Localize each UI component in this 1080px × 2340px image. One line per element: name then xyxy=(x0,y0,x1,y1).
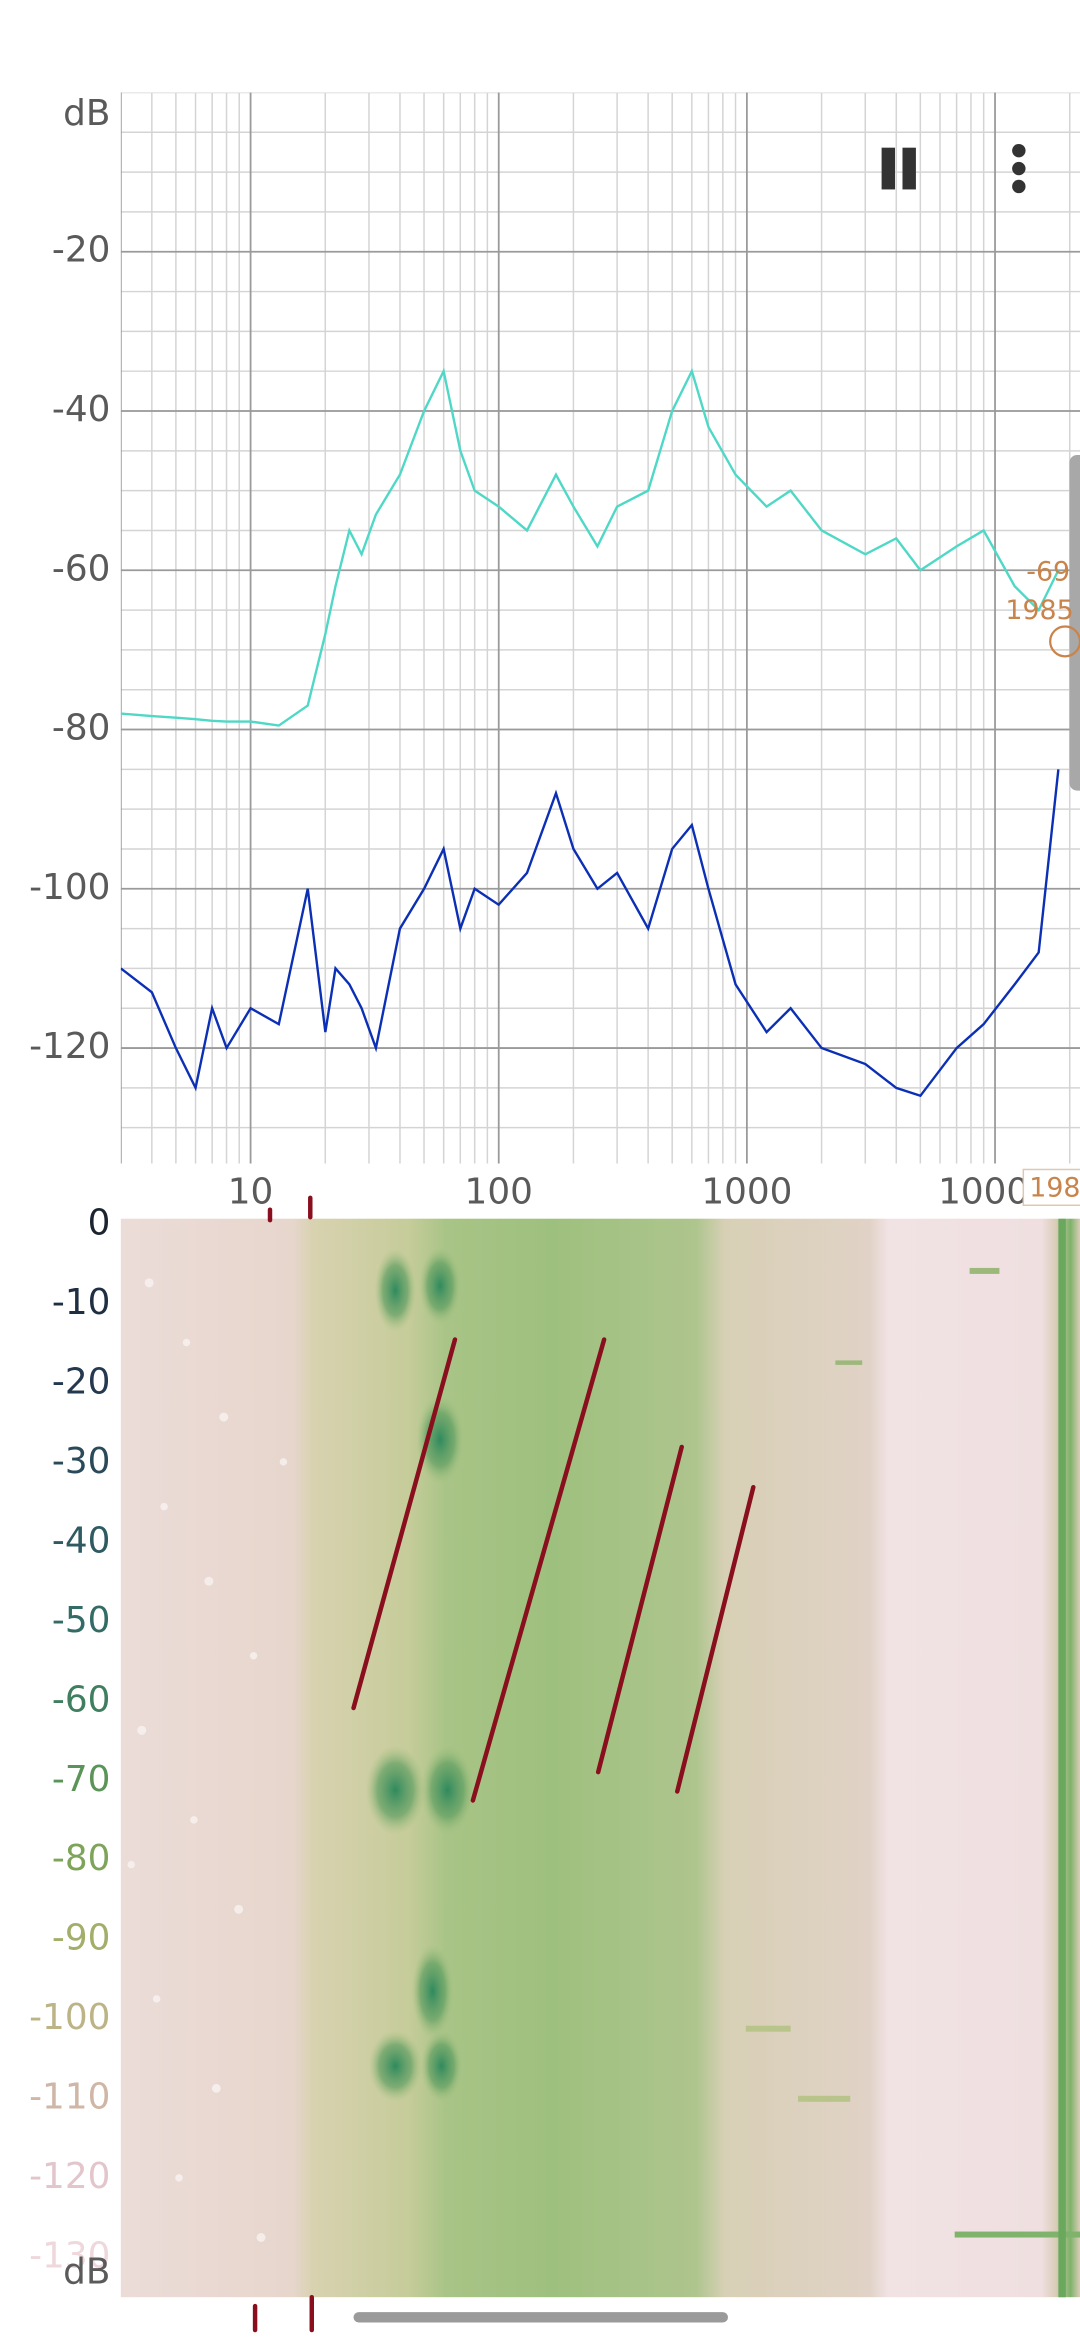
y-tick-label: 0 xyxy=(88,1203,111,1244)
pause-button[interactable] xyxy=(881,147,916,190)
spectrum-grid xyxy=(120,92,1080,1164)
spectrum-lines xyxy=(120,367,1060,1098)
home-indicator[interactable] xyxy=(353,2312,728,2323)
y-axis-unit: dB xyxy=(63,93,110,134)
y-tick-label: -30 xyxy=(52,1441,110,1482)
y-tick-label: -50 xyxy=(52,1600,110,1641)
y-tick-label: -90 xyxy=(52,1918,110,1959)
y-tick-label: -40 xyxy=(52,389,110,430)
y-tick-label: -120 xyxy=(29,2156,110,2197)
spectrum-plot-area xyxy=(120,92,1080,1164)
y-tick-label: -130 xyxy=(29,2235,110,2276)
y-tick-label: -60 xyxy=(52,548,110,589)
x-tick-label: 10 xyxy=(228,1171,274,1212)
y-tick-label: -80 xyxy=(52,1838,110,1879)
cursor-freq: 1985 xyxy=(1005,595,1073,626)
y-tick-label: -70 xyxy=(52,1759,110,1800)
y-axis-unit: dB xyxy=(63,2251,110,2292)
cursor-db: -69 xyxy=(1026,556,1070,587)
cursor-axis-label: 198 xyxy=(1029,1172,1080,1203)
spectrum-line xyxy=(120,367,1060,727)
y-tick-label: -100 xyxy=(29,867,110,908)
y-tick-label: -20 xyxy=(52,1362,110,1403)
y-tick-label: -40 xyxy=(52,1520,110,1561)
y-tick-label: -60 xyxy=(52,1679,110,1720)
more-menu-button[interactable] xyxy=(1012,143,1026,194)
y-tick-label: -100 xyxy=(29,1997,110,2038)
spectrogram-labels: 0 -10 -20 -30 -40 -50 -60 -70 -80 -90 -100 -110 -120… xyxy=(29,1203,110,2293)
cursor-handle[interactable] xyxy=(1069,454,1080,791)
y-tick-label: -10 xyxy=(52,1282,110,1323)
annotation-strokes xyxy=(252,1195,756,2333)
y-tick-label: -120 xyxy=(29,1026,110,1067)
y-tick-label: -20 xyxy=(52,230,110,271)
cursor-marker[interactable] xyxy=(1049,625,1080,658)
x-tick-label: 1000 xyxy=(701,1171,792,1212)
cursor-axis-box xyxy=(1022,1168,1080,1207)
y-tick-label: -80 xyxy=(52,708,110,749)
x-tick-label: 100 xyxy=(465,1171,533,1212)
y-tick-label: -110 xyxy=(29,2077,110,2118)
spectrum-line xyxy=(120,769,1060,1098)
